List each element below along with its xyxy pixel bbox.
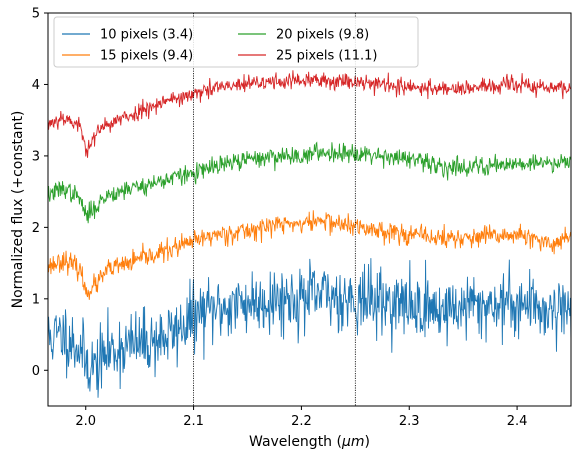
x-tick-label: 2.4	[507, 414, 528, 429]
y-tick-label: 2	[32, 221, 40, 236]
y-tick-label: 0	[32, 364, 40, 379]
x-axis-label: Wavelength (μm)	[249, 434, 370, 450]
x-tick-label: 2.2	[291, 414, 312, 429]
y-axis-label: Normalized flux (+constant)	[10, 111, 26, 309]
y-tick-label: 3	[32, 149, 40, 164]
x-tick-label: 2.0	[75, 414, 96, 429]
series-line-1	[48, 258, 571, 398]
x-tick-label: 2.1	[183, 414, 204, 429]
series-line-2	[48, 210, 571, 300]
series-line-4	[48, 70, 571, 158]
y-tick-label: 1	[32, 292, 40, 307]
plot-frame	[47, 12, 572, 407]
legend-label: 15 pixels (9.4)	[100, 49, 193, 64]
y-tick-label: 5	[32, 7, 40, 22]
legend-label: 25 pixels (11.1)	[276, 49, 377, 64]
legend-label: 10 pixels (3.4)	[100, 28, 193, 43]
y-tick-label: 4	[32, 78, 40, 93]
y-axis-ticks: 0 1 2 3 4 5	[32, 7, 48, 379]
series-line-3	[48, 141, 571, 224]
series-group	[48, 70, 571, 398]
x-axis-ticks: 2.0 2.1 2.2 2.3 2.4	[75, 406, 527, 429]
x-tick-label: 2.3	[399, 414, 420, 429]
legend-label: 20 pixels (9.8)	[276, 28, 369, 43]
reference-lines	[193, 13, 356, 406]
legend: 10 pixels (3.4) 15 pixels (9.4) 20 pixels …	[53, 16, 419, 68]
legend-box	[53, 16, 419, 68]
